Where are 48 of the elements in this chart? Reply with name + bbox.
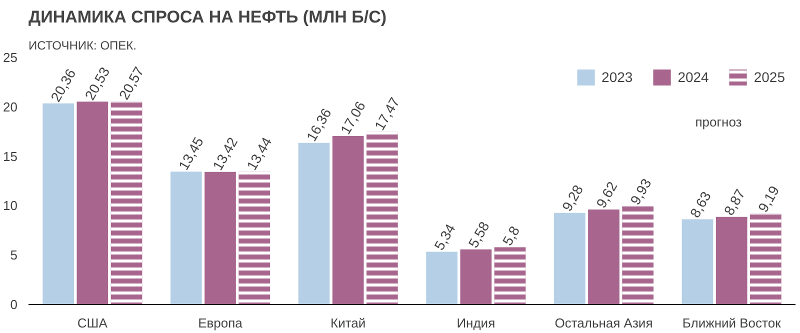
data-label: 5,58 [464,218,493,250]
data-label: 20,57 [116,64,147,102]
annotation: прогноз [695,114,742,130]
data-label: 8,87 [720,186,748,218]
chart-subtitle: ИСТОЧНИК: ОПЕК. [28,38,136,52]
data-label: 5,8 [499,223,523,248]
data-label: 13,42 [209,134,241,173]
legend-label: 2023 [602,69,633,85]
data-label: 9,62 [592,178,620,210]
data-label: 5,34 [430,220,458,253]
legend-label: 2025 [754,69,785,85]
bar [682,219,714,304]
y-tick-label: 20 [3,99,18,114]
data-label: 16,36 [303,105,334,144]
bar [332,136,364,304]
y-tick-label: 0 [10,297,18,312]
y-tick-label: 25 [3,50,18,65]
data-label: 20,36 [47,66,79,104]
bar [170,172,202,304]
chart-title: ДИНАМИКА СПРОСА НА НЕФТЬ (МЛН Б/С) [28,8,387,26]
y-tick-label: 5 [10,248,18,263]
data-label: 9,28 [558,182,586,214]
x-tick-label: Китай [330,316,366,330]
bar [588,209,620,304]
data-label: 17,47 [371,94,403,133]
data-label: 8,63 [686,188,714,220]
x-tick-label: Индия [456,316,496,330]
bar [204,172,236,304]
bar [298,142,330,304]
data-label: 13,44 [243,134,275,173]
bar [716,216,748,304]
bar [76,102,108,304]
data-label: 9,19 [754,182,782,215]
x-tick-label: США [77,316,108,330]
legend-label: 2024 [678,69,709,85]
data-label: 13,45 [175,134,207,173]
data-label: 20,53 [81,64,113,103]
y-tick-label: 15 [3,148,18,164]
x-tick-label: Ближний Восток [682,316,782,330]
bar [426,252,458,304]
data-label: 9,93 [626,176,654,208]
data-label: 17,06 [337,98,369,137]
bar [554,212,586,304]
bar [42,103,74,304]
y-tick-label: 10 [3,198,18,214]
x-tick-label: Остальная Азия [554,316,653,330]
x-tick-label: Европа [198,316,244,330]
bar [460,249,492,304]
